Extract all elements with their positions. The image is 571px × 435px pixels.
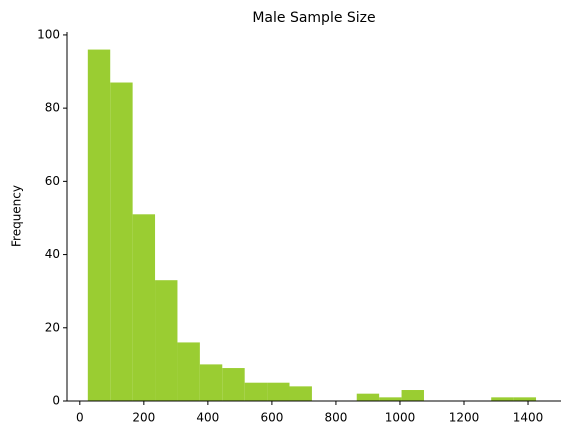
x-tick-label: 1400: [513, 411, 544, 425]
bar: [267, 382, 290, 401]
bar: [244, 382, 268, 401]
y-tick-label: 0: [52, 394, 60, 408]
bar: [132, 214, 156, 401]
x-tick-label: 1000: [385, 411, 416, 425]
y-tick-label: 80: [45, 101, 60, 115]
x-tick-label: 800: [324, 411, 347, 425]
bar: [199, 364, 223, 401]
bar: [222, 368, 245, 401]
bar: [379, 397, 402, 401]
bar: [110, 82, 133, 402]
x-tick-label: 600: [260, 411, 283, 425]
y-axis-label: Frequency: [10, 185, 24, 247]
bar: [155, 280, 178, 401]
x-tick-label: 0: [76, 411, 84, 425]
bar: [491, 397, 514, 401]
x-tick-label: 400: [196, 411, 219, 425]
bar: [513, 397, 537, 401]
bar: [177, 342, 200, 401]
bar: [289, 386, 312, 401]
y-tick-label: 40: [45, 247, 60, 261]
y-tick-label: 60: [45, 174, 60, 188]
bar: [356, 393, 380, 401]
bar: [401, 390, 424, 401]
y-tick-label: 100: [37, 27, 60, 41]
x-tick-label: 1200: [449, 411, 480, 425]
bar: [87, 49, 111, 401]
y-tick-label: 20: [45, 320, 60, 334]
x-tick-label: 200: [132, 411, 155, 425]
chart-title: Male Sample Size: [252, 10, 375, 26]
